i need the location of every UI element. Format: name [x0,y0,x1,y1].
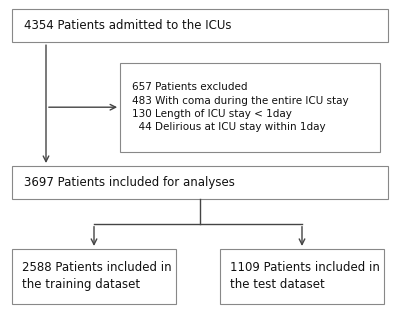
Text: 4354 Patients admitted to the ICUs: 4354 Patients admitted to the ICUs [24,19,232,32]
Text: 1109 Patients included in
the test dataset: 1109 Patients included in the test datas… [230,261,380,291]
Text: 3697 Patients included for analyses: 3697 Patients included for analyses [24,176,235,189]
Text: 657 Patients excluded
483 With coma during the entire ICU stay
130 Length of ICU: 657 Patients excluded 483 With coma duri… [132,82,349,132]
FancyBboxPatch shape [12,9,388,42]
FancyBboxPatch shape [120,63,380,152]
FancyBboxPatch shape [12,166,388,199]
FancyBboxPatch shape [12,249,176,304]
FancyBboxPatch shape [220,249,384,304]
Text: 2588 Patients included in
the training dataset: 2588 Patients included in the training d… [22,261,172,291]
